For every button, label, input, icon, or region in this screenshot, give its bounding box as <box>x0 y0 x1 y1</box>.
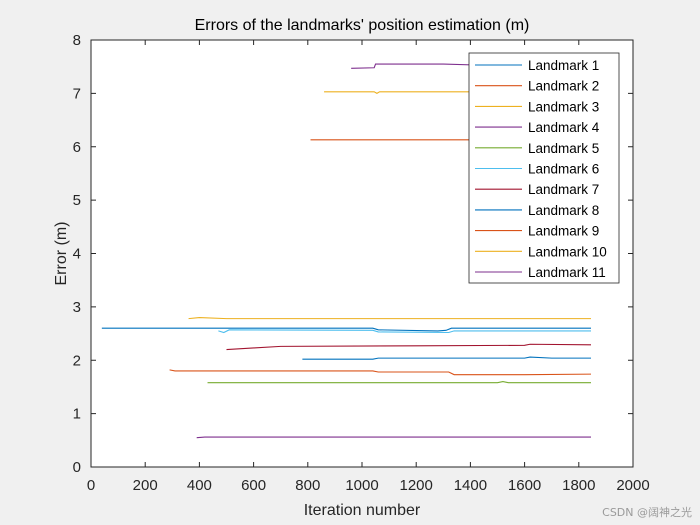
y-axis: 0 1 2 3 4 5 6 7 8 <box>73 32 633 476</box>
y-tick-label: 7 <box>73 85 81 102</box>
y-axis-label: Error (m) <box>53 222 70 286</box>
legend-label-landmark-8: Landmark 8 <box>528 203 599 218</box>
x-tick-label: 1600 <box>508 477 541 494</box>
y-tick-label: 3 <box>73 299 81 316</box>
x-tick-label: 0 <box>87 477 95 494</box>
legend-label-landmark-11: Landmark 11 <box>528 265 606 280</box>
y-tick-label: 4 <box>73 246 81 263</box>
x-tick-label: 800 <box>295 477 320 494</box>
legend-label-landmark-5: Landmark 5 <box>528 141 599 156</box>
series-line-landmark-6 <box>218 329 591 334</box>
x-tick-label: 1400 <box>454 477 487 494</box>
y-tick-label: 0 <box>73 459 81 476</box>
y-tick-label: 6 <box>73 139 81 156</box>
x-tick-label: 2000 <box>616 477 649 494</box>
y-tick-label: 1 <box>73 406 81 423</box>
legend-label-landmark-9: Landmark 9 <box>528 224 599 239</box>
x-tick-label: 200 <box>133 477 158 494</box>
x-tick-label: 600 <box>241 477 266 494</box>
series-line-landmark-11 <box>196 436 591 439</box>
x-axis: 0 200 400 600 800 1000 1200 1400 1600 1800 2000 <box>87 40 650 494</box>
series-line-landmark-10 <box>188 316 591 320</box>
legend-label-landmark-1: Landmark 1 <box>528 58 599 73</box>
y-tick-label: 2 <box>73 352 81 369</box>
series-line-landmark-9 <box>169 369 592 376</box>
x-tick-label: 400 <box>187 477 212 494</box>
legend-label-landmark-6: Landmark 6 <box>528 162 599 177</box>
y-tick-label: 5 <box>73 192 81 209</box>
x-tick-label: 1200 <box>400 477 433 494</box>
legend-label-landmark-4: Landmark 4 <box>528 120 600 135</box>
series-line-landmark-3 <box>324 91 591 95</box>
series-layer <box>101 63 592 439</box>
series-line-landmark-8 <box>302 356 591 360</box>
chart-title: Errors of the landmarks' position estima… <box>195 17 530 34</box>
legend-label-landmark-10: Landmark 10 <box>528 244 607 259</box>
series-line-landmark-1 <box>101 327 591 332</box>
x-tick-label: 1000 <box>345 477 378 494</box>
watermark: CSDN @阔神之光 <box>602 505 692 519</box>
legend-label-landmark-2: Landmark 2 <box>528 79 599 94</box>
legend-label-landmark-3: Landmark 3 <box>528 99 599 114</box>
legend: Landmark 1 Landmark 2 Landmark 3 Landmark 4… <box>468 52 620 284</box>
x-axis-label: Iteration number <box>304 502 421 519</box>
y-tick-label: 8 <box>73 32 81 49</box>
series-line-landmark-5 <box>207 381 591 384</box>
legend-label-landmark-7: Landmark 7 <box>528 182 599 197</box>
x-tick-label: 1800 <box>562 477 595 494</box>
series-line-landmark-7 <box>226 343 592 351</box>
